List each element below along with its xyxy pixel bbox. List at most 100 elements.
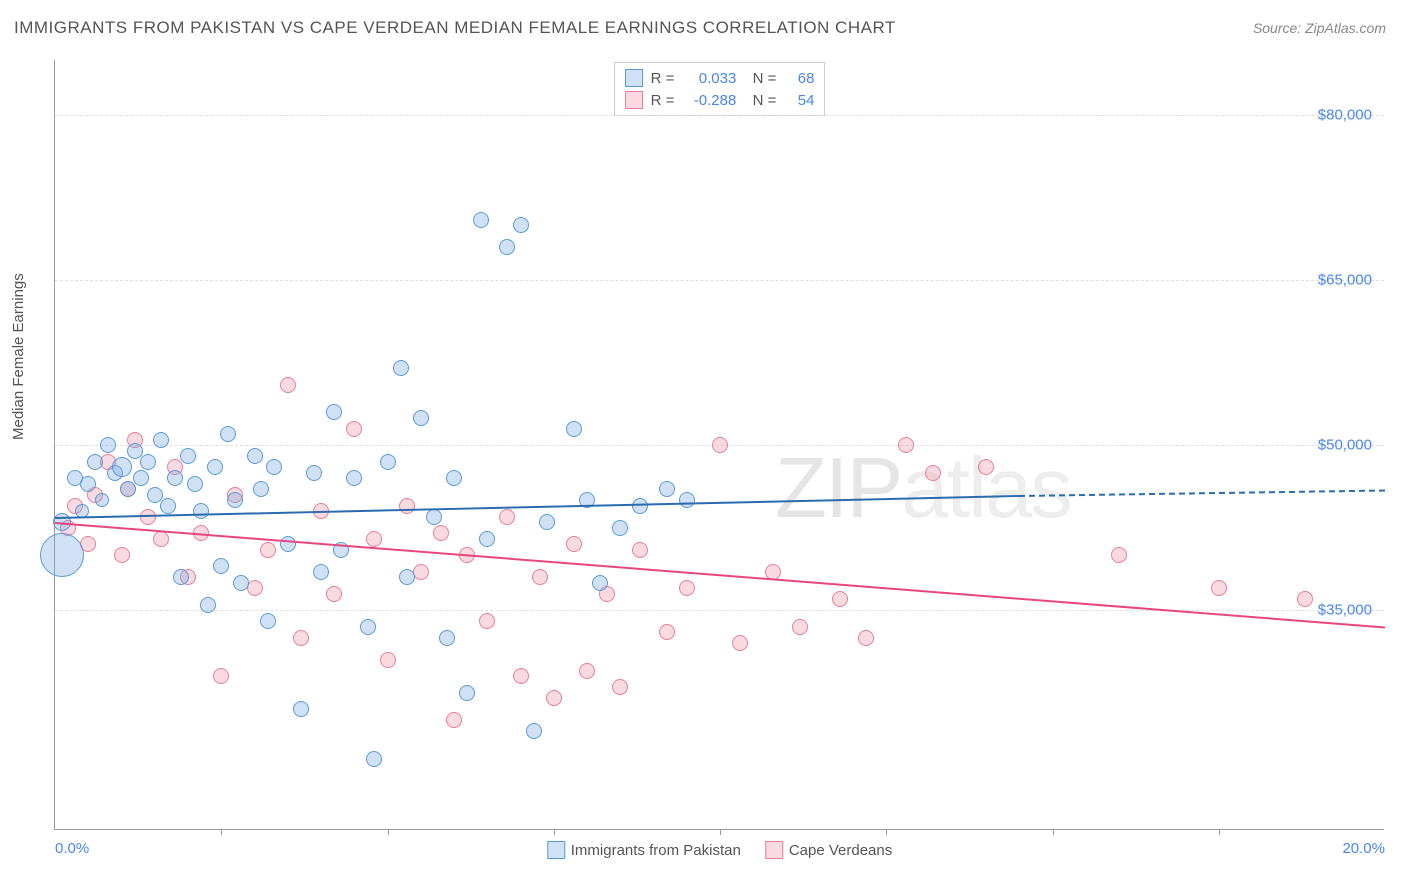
gridline bbox=[55, 280, 1384, 281]
y-tick-label: $35,000 bbox=[1318, 602, 1372, 619]
legend: Immigrants from Pakistan Cape Verdeans bbox=[547, 841, 892, 859]
scatter-point-pink bbox=[260, 542, 276, 558]
scatter-point-blue bbox=[479, 531, 495, 547]
scatter-point-pink bbox=[346, 421, 362, 437]
scatter-point-blue bbox=[153, 432, 169, 448]
scatter-point-blue bbox=[100, 437, 116, 453]
scatter-point-pink bbox=[792, 619, 808, 635]
scatter-point-blue bbox=[393, 360, 409, 376]
scatter-point-blue bbox=[499, 239, 515, 255]
scatter-point-blue bbox=[187, 476, 203, 492]
scatter-point-pink bbox=[612, 679, 628, 695]
legend-item-pink: Cape Verdeans bbox=[765, 841, 892, 859]
scatter-point-blue bbox=[227, 492, 243, 508]
scatter-point-pink bbox=[479, 613, 495, 629]
scatter-point-blue bbox=[679, 492, 695, 508]
scatter-point-pink bbox=[153, 531, 169, 547]
scatter-point-blue bbox=[360, 619, 376, 635]
scatter-point-blue bbox=[592, 575, 608, 591]
watermark: ZIPatlas bbox=[775, 440, 1071, 538]
y-tick-label: $65,000 bbox=[1318, 272, 1372, 289]
x-tick-mark bbox=[720, 829, 721, 835]
scatter-point-pink bbox=[712, 437, 728, 453]
scatter-point-blue bbox=[87, 454, 103, 470]
stat-row-pink: R = -0.288 N = 54 bbox=[625, 89, 815, 111]
scatter-point-blue bbox=[247, 448, 263, 464]
chart-plot-area: ZIPatlas R = 0.033 N = 68 R = -0.288 N =… bbox=[54, 60, 1384, 830]
scatter-point-blue bbox=[473, 212, 489, 228]
scatter-point-pink bbox=[732, 635, 748, 651]
scatter-point-pink bbox=[326, 586, 342, 602]
watermark-bold: ZIP bbox=[775, 441, 901, 536]
correlation-stats-box: R = 0.033 N = 68 R = -0.288 N = 54 bbox=[614, 62, 826, 116]
trend-line-pink bbox=[55, 522, 1385, 628]
scatter-point-blue bbox=[446, 470, 462, 486]
x-tick-right: 20.0% bbox=[1342, 840, 1385, 857]
gridline bbox=[55, 115, 1384, 116]
scatter-point-blue bbox=[207, 459, 223, 475]
legend-item-blue: Immigrants from Pakistan bbox=[547, 841, 741, 859]
scatter-point-blue bbox=[253, 481, 269, 497]
legend-label-blue: Immigrants from Pakistan bbox=[571, 842, 741, 859]
y-axis-label: Median Female Earnings bbox=[10, 273, 27, 440]
x-tick-mark bbox=[388, 829, 389, 835]
scatter-point-blue bbox=[40, 533, 84, 577]
scatter-point-pink bbox=[399, 498, 415, 514]
scatter-point-blue bbox=[306, 465, 322, 481]
scatter-point-pink bbox=[566, 536, 582, 552]
scatter-point-blue bbox=[147, 487, 163, 503]
scatter-point-pink bbox=[433, 525, 449, 541]
n-value-pink: 54 bbox=[784, 92, 814, 109]
scatter-point-pink bbox=[380, 652, 396, 668]
scatter-point-blue bbox=[133, 470, 149, 486]
scatter-point-blue bbox=[160, 498, 176, 514]
chart-title: IMMIGRANTS FROM PAKISTAN VS CAPE VERDEAN… bbox=[14, 18, 896, 38]
scatter-point-blue bbox=[112, 457, 132, 477]
scatter-point-blue bbox=[313, 564, 329, 580]
scatter-point-blue bbox=[326, 404, 342, 420]
scatter-point-blue bbox=[180, 448, 196, 464]
y-tick-label: $80,000 bbox=[1318, 107, 1372, 124]
scatter-point-blue bbox=[612, 520, 628, 536]
scatter-point-blue bbox=[539, 514, 555, 530]
x-tick-mark bbox=[221, 829, 222, 835]
watermark-thin: atlas bbox=[901, 441, 1071, 536]
scatter-point-pink bbox=[280, 377, 296, 393]
r-value-blue: 0.033 bbox=[682, 70, 736, 87]
scatter-point-blue bbox=[260, 613, 276, 629]
x-tick-left: 0.0% bbox=[55, 840, 89, 857]
scatter-point-pink bbox=[858, 630, 874, 646]
scatter-point-pink bbox=[898, 437, 914, 453]
scatter-point-blue bbox=[167, 470, 183, 486]
scatter-point-blue bbox=[95, 493, 109, 507]
scatter-point-pink bbox=[659, 624, 675, 640]
scatter-point-pink bbox=[978, 459, 994, 475]
x-tick-mark bbox=[554, 829, 555, 835]
scatter-point-blue bbox=[220, 426, 236, 442]
scatter-point-blue bbox=[140, 454, 156, 470]
scatter-point-pink bbox=[366, 531, 382, 547]
scatter-point-pink bbox=[293, 630, 309, 646]
scatter-point-blue bbox=[200, 597, 216, 613]
scatter-point-pink bbox=[632, 542, 648, 558]
scatter-point-blue bbox=[513, 217, 529, 233]
scatter-point-pink bbox=[499, 509, 515, 525]
scatter-point-blue bbox=[280, 536, 296, 552]
scatter-point-blue bbox=[659, 481, 675, 497]
trend-line-blue-dash bbox=[1019, 489, 1385, 496]
scatter-point-blue bbox=[566, 421, 582, 437]
r-value-pink: -0.288 bbox=[682, 92, 736, 109]
swatch-pink bbox=[625, 91, 643, 109]
scatter-point-blue bbox=[459, 685, 475, 701]
legend-swatch-pink bbox=[765, 841, 783, 859]
scatter-point-pink bbox=[114, 547, 130, 563]
r-label: R = bbox=[651, 70, 675, 87]
scatter-point-blue bbox=[233, 575, 249, 591]
r-label: R = bbox=[651, 92, 675, 109]
n-label: N = bbox=[744, 70, 776, 87]
scatter-point-blue bbox=[413, 410, 429, 426]
scatter-point-blue bbox=[399, 569, 415, 585]
n-label: N = bbox=[744, 92, 776, 109]
scatter-point-pink bbox=[925, 465, 941, 481]
legend-label-pink: Cape Verdeans bbox=[789, 842, 892, 859]
